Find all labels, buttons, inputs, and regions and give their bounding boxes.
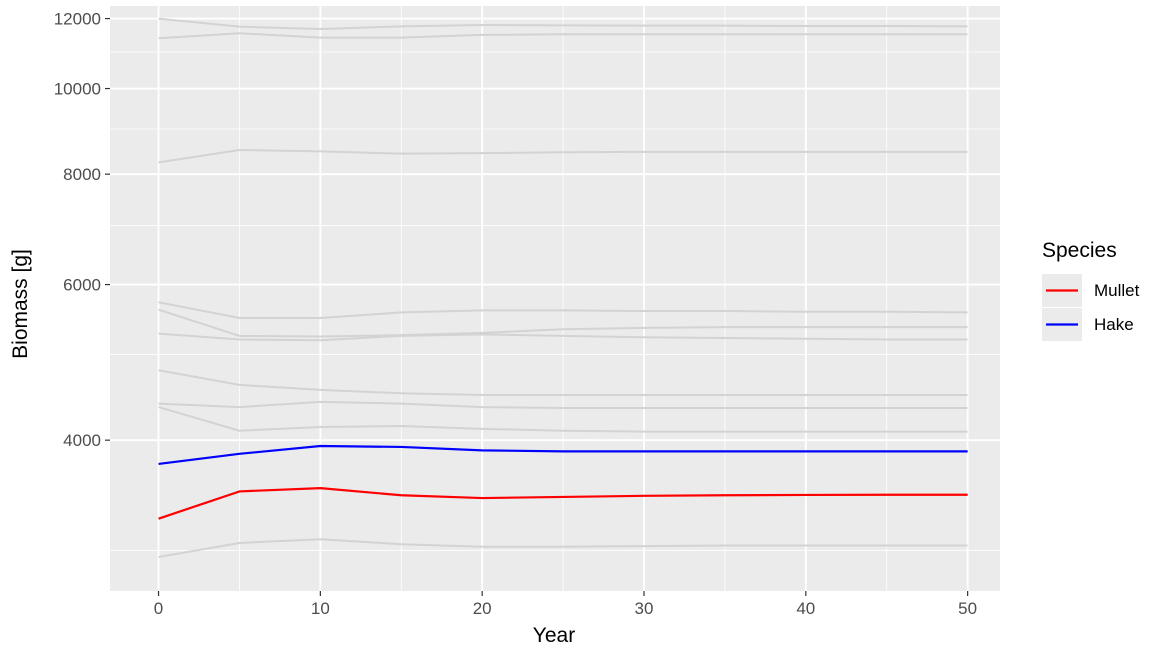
- background-series-line-8: [158, 400, 968, 409]
- y-tick-label: 6000: [63, 276, 101, 295]
- minor-grid: [110, 6, 1000, 591]
- y-axis-ticks: 4000 6000 8000 10000 12000: [54, 10, 110, 450]
- major-grid: [110, 6, 1000, 591]
- legend-title: Species: [1042, 239, 1117, 262]
- background-series-line-3: [158, 149, 968, 164]
- x-axis-ticks: 0 10 20 30 40 50: [154, 591, 977, 618]
- y-axis-title: Biomass [g]: [9, 249, 32, 359]
- legend-entries: Mullet Hake: [1042, 274, 1140, 341]
- background-series-line-4: [158, 301, 968, 319]
- background-series-line-9: [158, 406, 968, 433]
- series-line-hake: [158, 444, 968, 466]
- legend: Species Mullet Hake: [1042, 239, 1140, 341]
- background-series-line-1: [158, 17, 968, 30]
- background-series-lines: [158, 17, 968, 559]
- background-series-line-5: [158, 308, 968, 338]
- background-series-line-6: [158, 332, 968, 342]
- x-tick-label: 40: [796, 599, 815, 618]
- y-tick-label: 4000: [63, 431, 101, 450]
- y-tick-label: 10000: [54, 80, 101, 99]
- background-series-line-7: [158, 369, 968, 396]
- x-tick-label: 50: [958, 599, 977, 618]
- legend-label-mullet: Mullet: [1094, 281, 1140, 300]
- legend-label-hake: Hake: [1094, 315, 1134, 334]
- background-series-line-10: [158, 538, 968, 559]
- x-tick-label: 0: [154, 599, 163, 618]
- x-tick-label: 20: [473, 599, 492, 618]
- highlighted-series-lines: [158, 444, 968, 520]
- plot-panel: [110, 6, 1000, 591]
- x-axis-title: Year: [533, 624, 575, 647]
- x-tick-label: 30: [635, 599, 654, 618]
- y-tick-label: 12000: [54, 10, 101, 29]
- series-line-mullet: [158, 487, 968, 520]
- x-tick-label: 10: [311, 599, 330, 618]
- y-tick-label: 8000: [63, 165, 101, 184]
- background-series-line-2: [158, 32, 968, 40]
